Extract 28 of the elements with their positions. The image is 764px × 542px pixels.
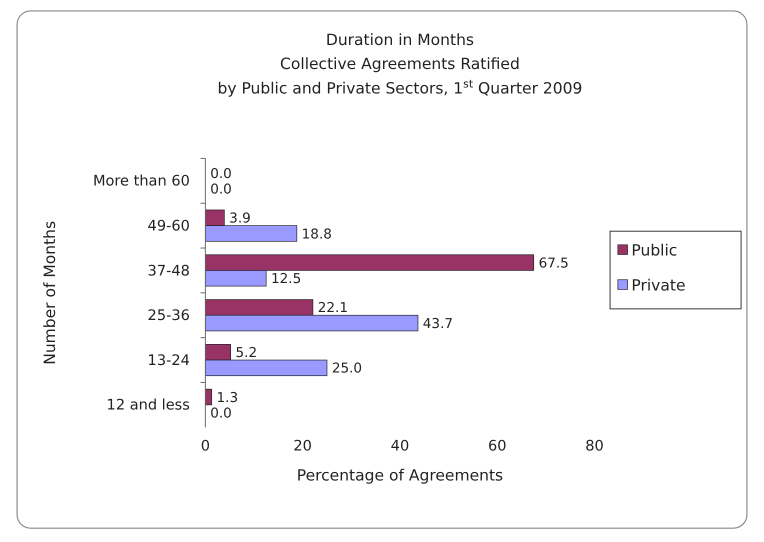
x-tick-label: 40 [390, 438, 410, 455]
x-axis-title: Percentage of Agreements [296, 466, 504, 485]
legend-label: Public [631, 241, 678, 260]
y-tick-label: 13-24 [148, 352, 190, 369]
y-axis-title: Number of Months [40, 220, 59, 365]
data-label: 0.0 [210, 166, 232, 182]
data-label: 67.5 [538, 255, 569, 272]
legend-label: Private [631, 276, 686, 294]
data-label: 22.1 [318, 300, 348, 316]
x-tick-label: 60 [488, 438, 506, 455]
data-label: 3.9 [229, 210, 251, 227]
data-label: 25.0 [332, 360, 362, 377]
y-tick-label: More than 60 [92, 172, 190, 190]
data-label: 1.3 [216, 390, 238, 406]
x-tick-label: 80 [585, 438, 604, 455]
y-tick-label: 25-36 [148, 307, 190, 324]
data-label: 43.7 [422, 316, 454, 332]
data-label: 0.0 [210, 182, 232, 198]
y-tick-label: 49-60 [148, 217, 190, 234]
data-label: 0.0 [210, 406, 232, 422]
y-tick-label: 12 and less [106, 396, 190, 414]
chart-title: Duration in Months Collective Agreements Ratified by Public and Private Sectors, 1$^{st}$ Quarter 2009 [218, 30, 582, 98]
y-tick-label: 37-48 [148, 262, 190, 280]
x-tick-label: 0 [200, 438, 210, 455]
data-label: 18.8 [302, 226, 332, 242]
data-label: 12.5 [271, 271, 302, 288]
data-label: 5.2 [236, 345, 258, 362]
x-tick-label: 20 [293, 438, 312, 455]
